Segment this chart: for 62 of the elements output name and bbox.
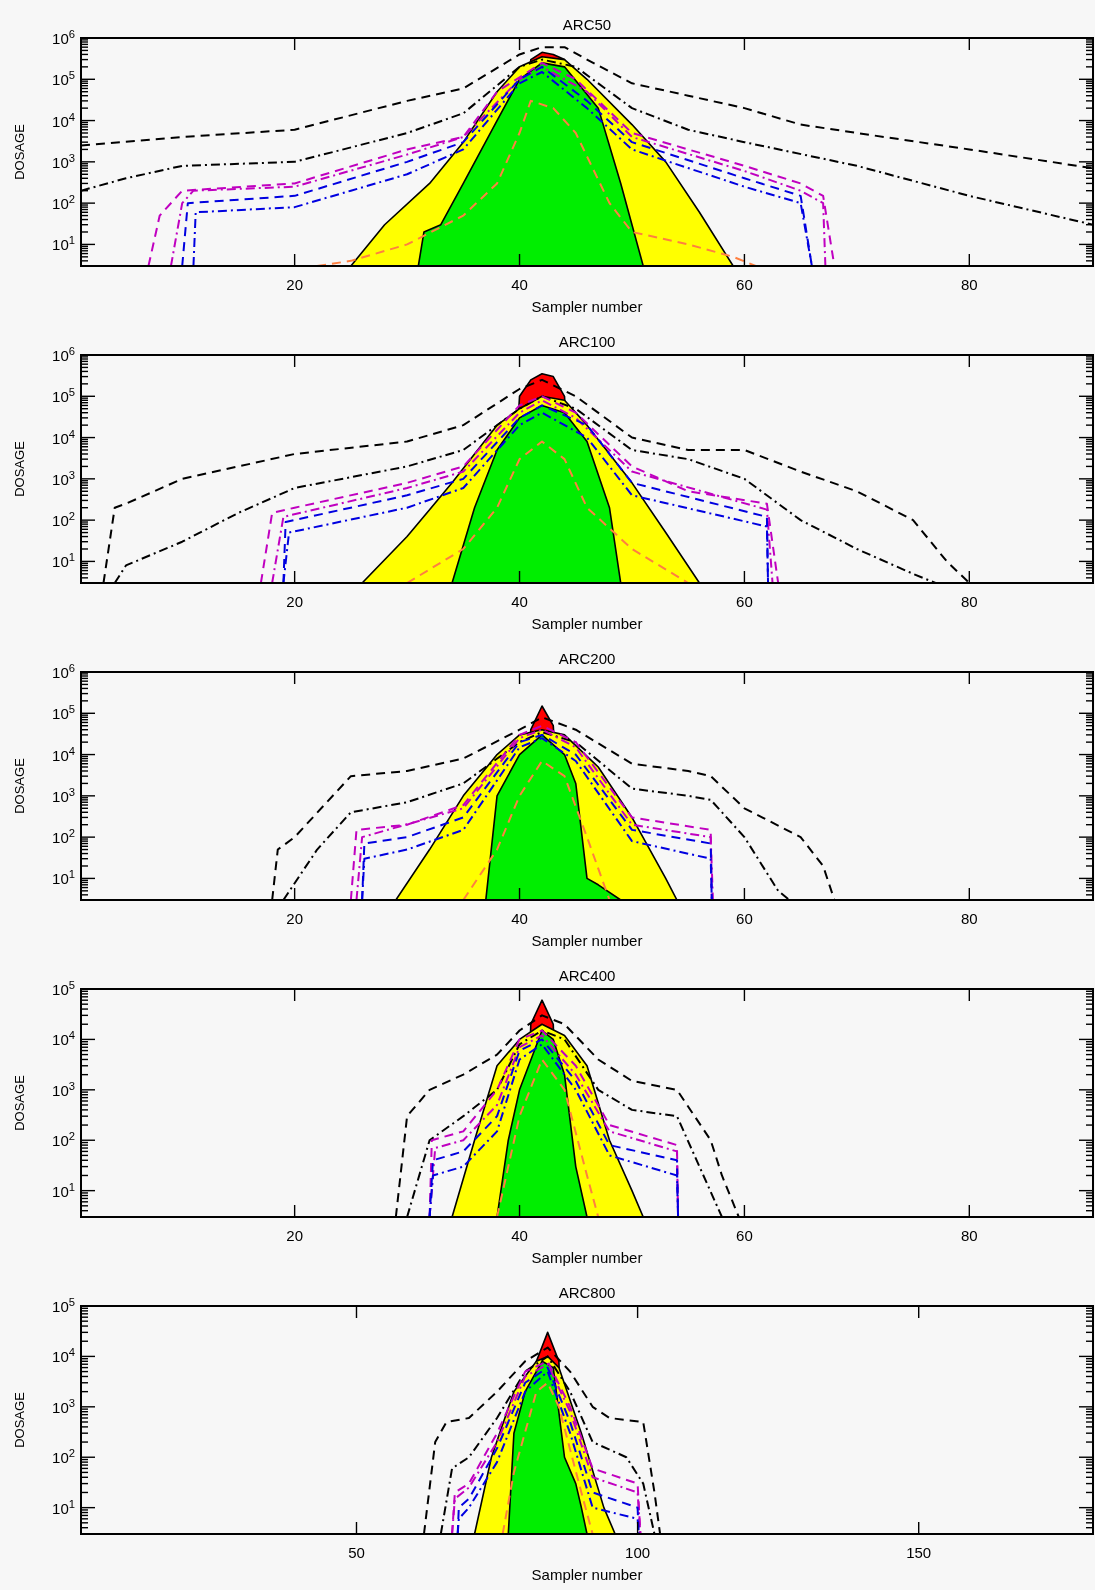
x-tick-label: 100 [625,1544,651,1561]
chart-title: ARC50 [562,16,612,33]
x-tick-label: 150 [906,1544,932,1561]
y-tick-label: 10$^{5}$ [52,1296,75,1315]
x-tick-label: 80 [960,276,978,293]
y-tick-label: 10$^{3}$ [52,785,75,805]
y-axis-title: DOSAGE [12,123,27,180]
x-tick-label: 60 [736,593,753,610]
x-tick-label: 20 [286,276,303,293]
y-tick-label: 10$^{1}$ [52,551,75,571]
x-axis-title: Sampler number [531,615,643,632]
y-tick-label: 10$^{6}$ [52,345,75,364]
y-tick-label: 10$^{4}$ [52,1346,75,1366]
x-axis-title: Sampler number [531,932,643,949]
y-tick-label: 10$^{3}$ [52,151,75,171]
y-tick-label: 10$^{3}$ [52,1396,75,1416]
y-tick-label: 10$^{1}$ [52,234,75,254]
x-tick-label: 60 [736,910,753,927]
x-axis-title: Sampler number [531,1566,643,1583]
x-tick-label: 50 [348,1544,365,1561]
y-tick-label: 10$^{2}$ [52,510,75,530]
y-tick-label: 10$^{1}$ [52,1497,75,1517]
y-tick-label: 10$^{4}$ [52,744,75,764]
x-axis-title: Sampler number [531,1249,643,1266]
x-tick-label: 80 [960,910,978,927]
y-axis-title: DOSAGE [12,440,27,497]
y-tick-label: 10$^{6}$ [52,662,75,681]
y-tick-label: 10$^{3}$ [52,468,75,488]
y-tick-label: 10$^{2}$ [52,1447,75,1467]
x-tick-label: 80 [960,593,978,610]
y-tick-label: 10$^{3}$ [52,1079,75,1099]
x-tick-label: 20 [286,1227,303,1244]
y-tick-label: 10$^{1}$ [52,868,75,888]
y-tick-label: 10$^{4}$ [52,1029,75,1049]
y-tick-label: 10$^{5}$ [52,703,75,723]
chart-title: ARC100 [558,333,616,350]
y-tick-label: 10$^{5}$ [52,979,75,998]
x-tick-label: 40 [511,1227,528,1244]
y-tick-label: 10$^{1}$ [52,1180,75,1200]
x-tick-label: 40 [511,910,528,927]
y-tick-label: 10$^{5}$ [52,386,75,406]
y-tick-label: 10$^{2}$ [52,193,75,213]
x-axis-title: Sampler number [531,298,643,315]
y-tick-label: 10$^{4}$ [52,427,75,447]
y-tick-label: 10$^{6}$ [52,28,75,47]
y-tick-label: 10$^{5}$ [52,69,75,89]
x-tick-label: 80 [960,1227,978,1244]
y-axis-title: DOSAGE [12,757,27,814]
chart-title: ARC400 [558,967,616,984]
chart-title: ARC800 [558,1284,616,1301]
chart-title: ARC200 [558,650,616,667]
x-tick-label: 20 [286,593,303,610]
x-tick-label: 40 [511,593,528,610]
x-tick-label: 60 [736,1227,753,1244]
x-tick-label: 20 [286,910,303,927]
y-tick-label: 10$^{2}$ [52,827,75,847]
y-axis-title: DOSAGE [12,1074,27,1131]
x-tick-label: 40 [511,276,528,293]
y-axis-title: DOSAGE [12,1391,27,1448]
y-tick-label: 10$^{2}$ [52,1130,75,1150]
y-tick-label: 10$^{4}$ [52,110,75,130]
x-tick-label: 60 [736,276,753,293]
